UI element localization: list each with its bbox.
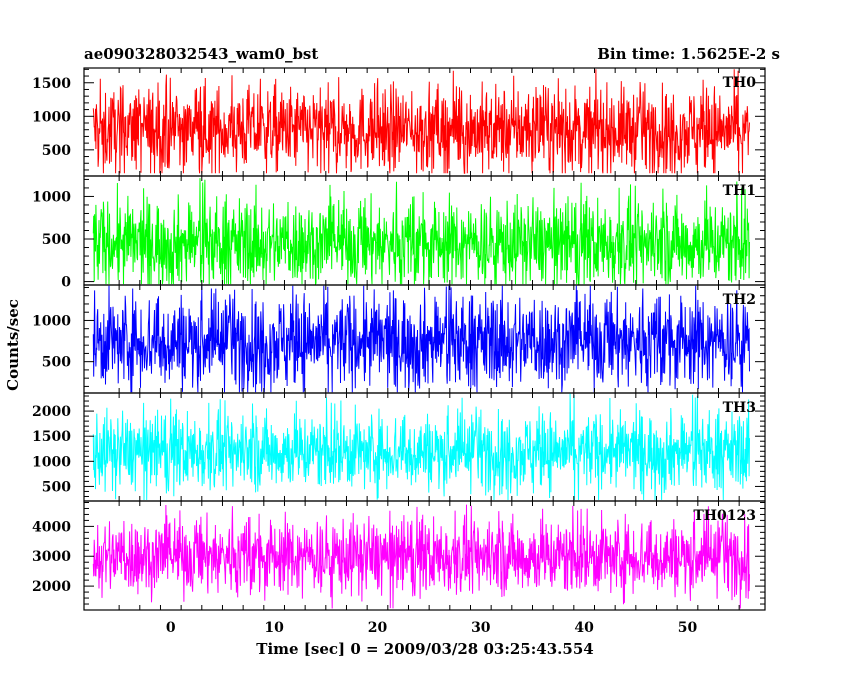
series-th0-trace (92, 69, 750, 174)
panel-th0: 500 1000 1500 TH0 (32, 67, 766, 177)
panel-label-th2: TH2 (723, 292, 756, 308)
panels-group: 500 1000 1500 TH0 0 500 1000 TH1 500 1000 TH2 500 10… (32, 67, 766, 611)
y-axis-title: Counts/sec (4, 299, 22, 391)
panel-label-th0123: TH0123 (693, 508, 756, 524)
y-tick-label-th1: 1000 (32, 189, 71, 205)
series-th2-trace (92, 285, 750, 393)
x-tick-label: 50 (678, 620, 698, 636)
series-th0123-trace (92, 504, 750, 609)
panel-th0123: 2000 3000 4000 TH0123 (32, 500, 766, 611)
x-tick-label: 0 (166, 620, 176, 636)
y-tick-label-th0: 1500 (32, 76, 71, 92)
panel-th2: 500 1000 TH2 (32, 284, 766, 394)
y-tick-label-th2: 1000 (32, 313, 71, 329)
panel-th1: 0 500 1000 TH1 (32, 175, 766, 291)
panel-label-th0: TH0 (723, 75, 757, 91)
y-tick-label-th1: 500 (42, 232, 71, 248)
y-tick-label-th0: 500 (42, 143, 71, 159)
y-tick-label-th0123: 3000 (32, 549, 71, 565)
chart-title-left: ae090328032543_wam0_bst (84, 45, 318, 63)
series-th3-trace (92, 393, 750, 501)
panel-label-th3: TH3 (723, 400, 756, 416)
panel-th3: 500 1000 1500 2000 TH3 (32, 392, 766, 502)
y-tick-label-th3: 500 (42, 479, 71, 495)
y-tick-label-th3: 2000 (32, 404, 71, 420)
x-tick-label: 30 (471, 620, 491, 636)
panel-frame (83, 500, 766, 611)
panel-label-th1: TH1 (723, 183, 756, 199)
y-tick-label-th3: 1000 (32, 454, 71, 470)
y-tick-label-th0123: 2000 (32, 579, 71, 595)
chart-title-right: Bin time: 1.5625E-2 s (597, 45, 780, 63)
x-axis-title: Time [sec] 0 = 2009/03/28 03:25:43.554 (256, 640, 593, 658)
y-tick-label-th0123: 4000 (32, 519, 71, 535)
series-th1-trace (92, 178, 750, 285)
x-axis: 0 10 20 30 40 50 (166, 620, 698, 636)
y-tick-label-th2: 500 (42, 355, 71, 371)
y-tick-label-th1: 0 (61, 275, 71, 291)
x-tick-label: 20 (368, 620, 388, 636)
x-tick-label: 40 (574, 620, 594, 636)
x-tick-label: 10 (264, 620, 284, 636)
y-tick-label-th3: 1500 (32, 429, 71, 445)
y-tick-label-th0: 1000 (32, 109, 71, 125)
